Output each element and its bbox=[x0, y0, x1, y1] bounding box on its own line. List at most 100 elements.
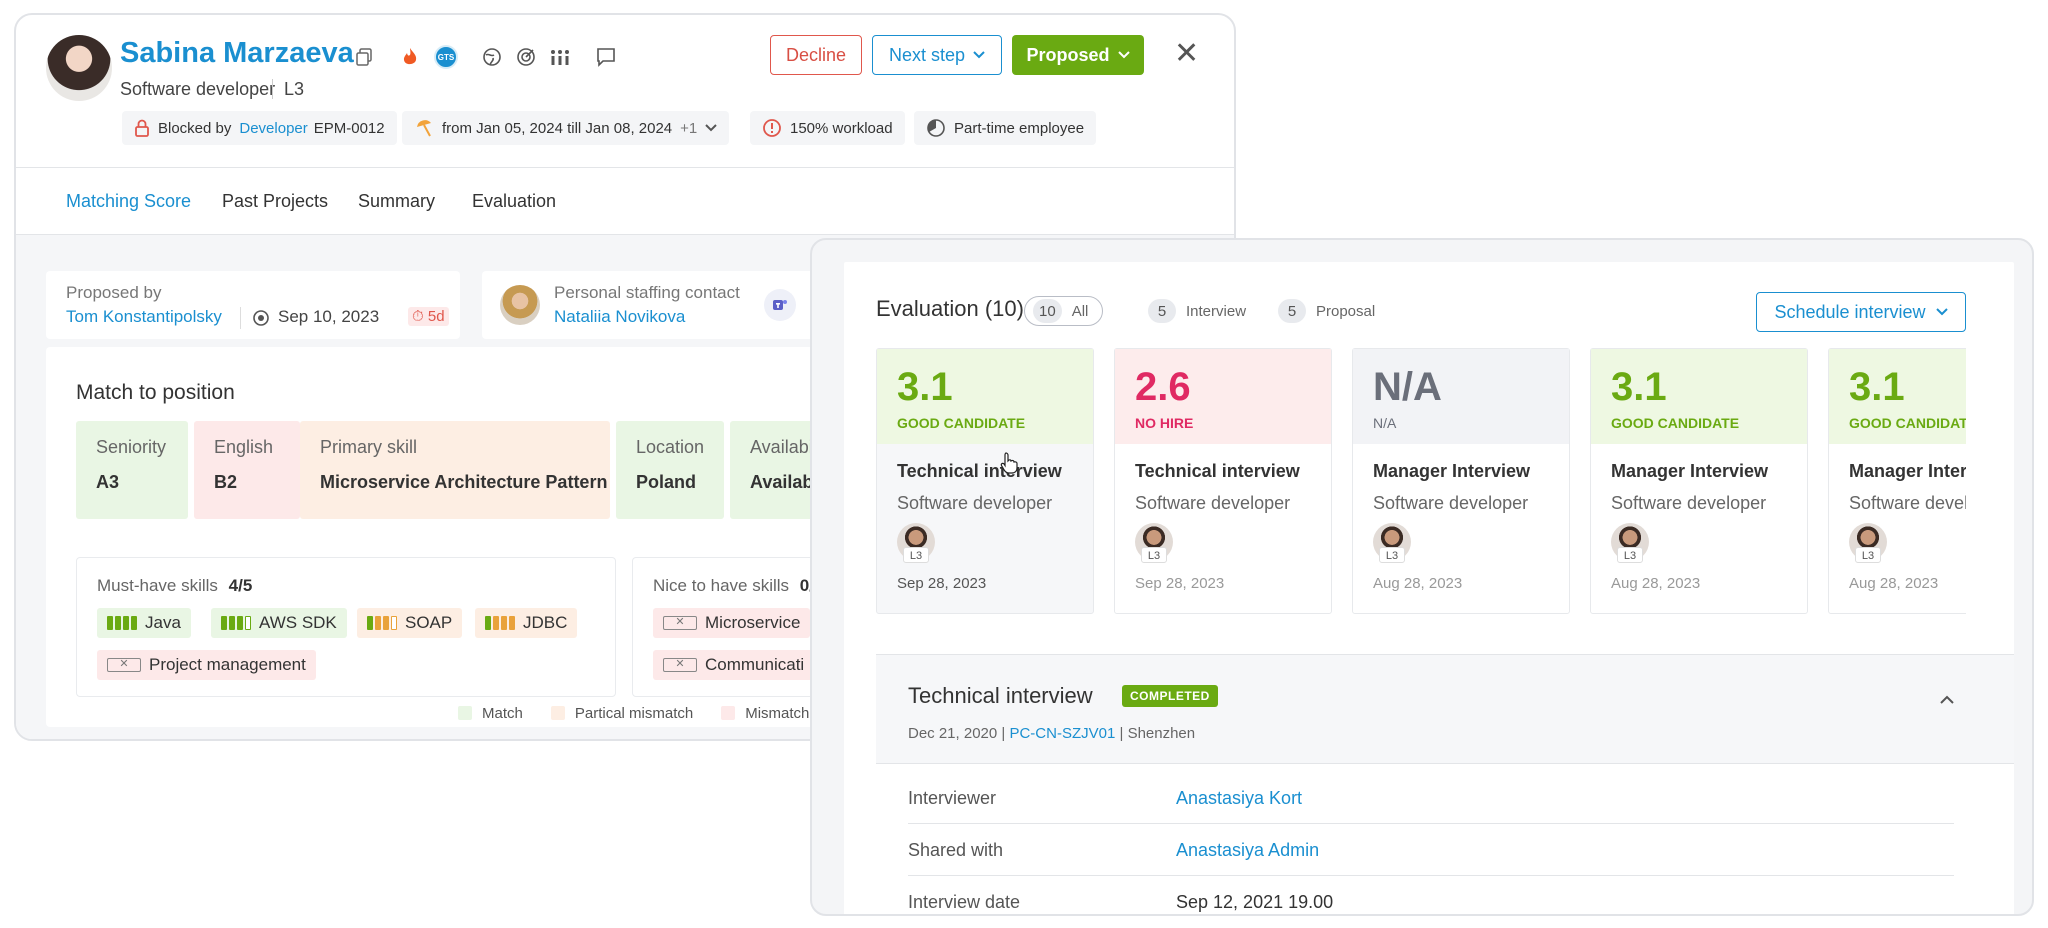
dates-chip[interactable]: from Jan 05, 2024 till Jan 08, 2024 +1 bbox=[402, 111, 730, 145]
card-date: Aug 28, 2023 bbox=[1611, 575, 1701, 592]
evaluation-panel: Evaluation (10) 10 All 5 Interview 5 Pro… bbox=[810, 238, 2034, 916]
skill-label: Communicati bbox=[705, 655, 805, 674]
proposed-status-button[interactable]: Proposed bbox=[1012, 35, 1144, 75]
staffing-contact-link[interactable]: Nataliia Novikova bbox=[554, 307, 686, 326]
chevron-up-icon[interactable] bbox=[1940, 695, 1954, 705]
evaluation-card[interactable]: 3.1 GOOD CANDIDATE Manager Interview Sof… bbox=[1590, 348, 1808, 614]
blocked-by-link[interactable]: Developer bbox=[239, 119, 308, 137]
verdict-label: GOOD CANDIDATE bbox=[1611, 415, 1740, 431]
shared-with-link[interactable]: Anastasiya Admin bbox=[1176, 840, 1320, 860]
decline-button[interactable]: Decline bbox=[770, 35, 862, 75]
team-icon[interactable] bbox=[548, 45, 572, 69]
detail-title: Technical interview bbox=[908, 683, 1093, 708]
location-code-link[interactable]: PC-CN-SZJV01 bbox=[1009, 725, 1116, 742]
filter-label: Interview bbox=[1186, 302, 1247, 320]
legend-label: Match bbox=[482, 704, 523, 722]
skill-pill: JDBC bbox=[475, 608, 578, 638]
timer-icon: ⏱ bbox=[412, 308, 424, 325]
score-area: 3.1 GOOD CANDIDATE bbox=[877, 349, 1093, 444]
proposed-by-link[interactable]: Tom Konstantipolsky bbox=[66, 307, 222, 326]
tabs-divider bbox=[16, 167, 1234, 168]
close-icon[interactable]: ✕ bbox=[1174, 37, 1200, 70]
card-title: Manager Interview bbox=[1611, 461, 1769, 481]
comment-icon[interactable] bbox=[594, 45, 618, 69]
cell-label: Availabi bbox=[750, 437, 813, 457]
detail-row-shared-with: Shared with Anastasiya Admin bbox=[908, 824, 1954, 876]
cell-label: Seniority bbox=[96, 437, 167, 457]
card-date: Sep 28, 2023 bbox=[1135, 575, 1225, 592]
must-have-label: Must-have skills bbox=[97, 576, 218, 595]
blocked-id: EPM-0012 bbox=[313, 119, 385, 137]
employment-chip: Part-time employee bbox=[914, 111, 1097, 145]
evaluation-card[interactable]: N/A N/A Manager Interview Software devel… bbox=[1352, 348, 1570, 614]
schedule-interview-button[interactable]: Schedule interview bbox=[1756, 292, 1966, 332]
filter-all[interactable]: 10 All bbox=[1024, 296, 1104, 326]
proposed-by-label: Proposed by bbox=[66, 283, 162, 302]
teams-icon[interactable] bbox=[764, 289, 796, 321]
copy-icon[interactable] bbox=[352, 45, 376, 69]
candidate-name[interactable]: Sabina Marzaeva bbox=[120, 37, 354, 69]
tab-matching-score[interactable]: Matching Score bbox=[66, 191, 192, 211]
match-cell-seniority: Seniority A3 bbox=[76, 421, 188, 519]
globe-icon[interactable] bbox=[480, 45, 504, 69]
divider bbox=[240, 307, 241, 329]
hand-cursor-icon bbox=[1000, 452, 1018, 474]
card-date: Aug 28, 2023 bbox=[1849, 575, 1939, 592]
score-area: 2.6 NO HIRE bbox=[1115, 349, 1331, 444]
skill-label: Microservice bbox=[705, 613, 801, 632]
target-icon[interactable] bbox=[514, 45, 538, 69]
must-have-header: Must-have skills 4/5 bbox=[97, 576, 252, 596]
next-step-button[interactable]: Next step bbox=[872, 35, 1002, 75]
filter-proposal[interactable]: 5 Proposal bbox=[1278, 296, 1375, 326]
skill-label: AWS SDK bbox=[259, 613, 337, 632]
cell-value: Availab bbox=[750, 472, 814, 492]
match-cell-english: English B2 bbox=[194, 421, 300, 519]
cell-value: B2 bbox=[214, 472, 238, 492]
evaluation-card[interactable]: 2.6 NO HIRE Technical interview Software… bbox=[1114, 348, 1332, 614]
interviewer-avatar: L3 bbox=[897, 523, 935, 563]
tab-past-projects[interactable]: Past Projects bbox=[222, 191, 329, 211]
match-legend: Match Partical mismatch Mismatch bbox=[458, 703, 853, 723]
row-key: Interview date bbox=[908, 892, 1021, 912]
legend-swatch-partial bbox=[550, 706, 565, 720]
score-value: 3.1 bbox=[1849, 365, 1905, 409]
chevron-down-icon bbox=[1935, 308, 1948, 316]
level-badge: L3 bbox=[1141, 547, 1167, 563]
skill-pill: SOAP bbox=[357, 608, 463, 638]
tab-evaluation[interactable]: Evaluation bbox=[472, 191, 557, 211]
nice-to-have-header: Nice to have skills 0/ bbox=[653, 576, 814, 596]
candidate-level: L3 bbox=[284, 79, 305, 99]
row-key: Shared with bbox=[908, 840, 1004, 860]
evaluation-card[interactable]: 3.1 GOOD CANDIDATE Technical interview S… bbox=[876, 348, 1094, 614]
filter-label: Proposal bbox=[1316, 302, 1376, 320]
age-value: 5d bbox=[427, 308, 445, 325]
skill-pill: AWS SDK bbox=[211, 608, 347, 638]
skill-label: Project management bbox=[149, 655, 306, 674]
missing-skill-icon: ✕ bbox=[107, 658, 141, 672]
dates-text: from Jan 05, 2024 till Jan 08, 2024 bbox=[442, 119, 673, 137]
status-badge: COMPLETED bbox=[1122, 685, 1218, 707]
cell-label: Location bbox=[636, 437, 705, 457]
card-title: Technical interview bbox=[897, 461, 1062, 481]
skill-pill: Java bbox=[97, 608, 191, 638]
workload-chip: 150% workload bbox=[750, 111, 905, 145]
interviewer-link[interactable]: Anastasiya Kort bbox=[1176, 788, 1303, 808]
target-icon bbox=[253, 310, 269, 326]
filter-interview[interactable]: 5 Interview bbox=[1148, 296, 1246, 326]
cell-value: A3 bbox=[96, 472, 120, 492]
verdict-label: NO HIRE bbox=[1135, 415, 1194, 431]
score-value: 3.1 bbox=[897, 365, 953, 409]
skill-level-bars bbox=[485, 616, 515, 630]
match-cell-primary-skill: Primary skill Microservice Architecture … bbox=[300, 421, 610, 519]
chevron-down-icon bbox=[1117, 51, 1130, 59]
card-subtitle: Software developer bbox=[1135, 493, 1291, 513]
beach-umbrella-icon bbox=[417, 120, 431, 137]
filter-count: 5 bbox=[1278, 299, 1306, 323]
interviewer-avatar: L3 bbox=[1849, 523, 1887, 563]
tab-summary[interactable]: Summary bbox=[358, 191, 436, 211]
card-date: Sep 28, 2023 bbox=[897, 575, 987, 592]
employment-text: Part-time employee bbox=[954, 119, 1085, 137]
evaluation-card[interactable]: 3.1 GOOD CANDIDATE Manager Interview Sof… bbox=[1828, 348, 1966, 614]
staffing-contact-label: Personal staffing contact bbox=[554, 283, 740, 302]
interview-detail-header[interactable]: Technical interview COMPLETED Dec 21, 20… bbox=[876, 654, 2014, 764]
